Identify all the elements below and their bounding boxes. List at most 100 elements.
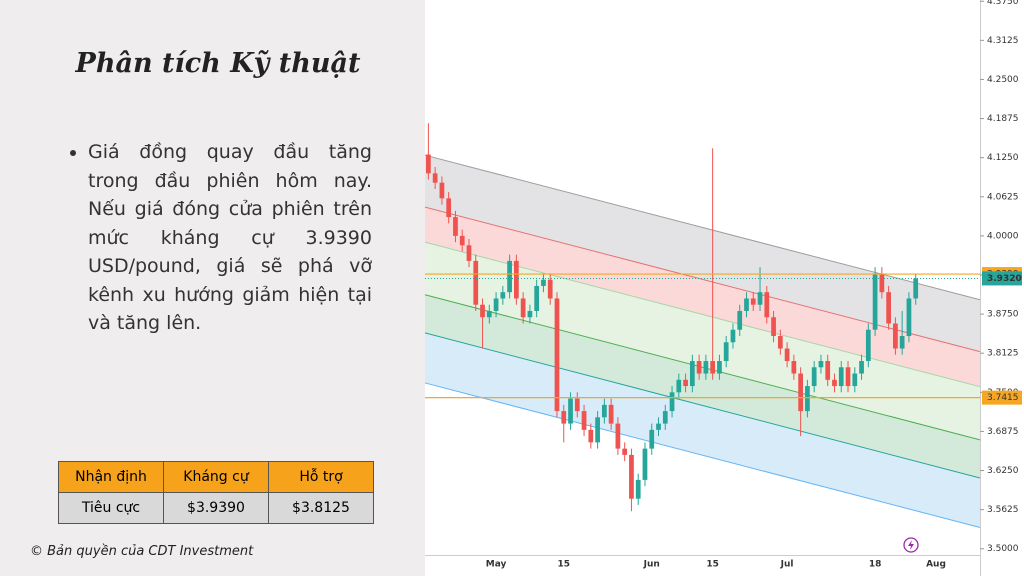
channel-line bbox=[424, 206, 981, 353]
candle-body bbox=[777, 336, 783, 349]
candle-body bbox=[534, 285, 540, 311]
level-tag bbox=[982, 390, 1022, 405]
candle-body bbox=[615, 423, 621, 449]
channel-line bbox=[424, 154, 981, 301]
candle-body bbox=[784, 348, 790, 362]
candle-body bbox=[893, 323, 898, 349]
candle-body bbox=[669, 392, 675, 412]
candle-body bbox=[818, 361, 824, 368]
candle-body bbox=[865, 329, 871, 362]
candle-body bbox=[466, 245, 472, 261]
candle-body bbox=[899, 336, 905, 349]
candle-body bbox=[432, 173, 438, 183]
candle-body bbox=[764, 292, 770, 318]
candle-body bbox=[798, 373, 804, 412]
candle-body bbox=[561, 411, 567, 424]
x-tick-label: 18 bbox=[869, 560, 882, 570]
candle-body bbox=[737, 310, 743, 330]
candle-body bbox=[689, 361, 695, 387]
candle-body bbox=[649, 429, 655, 449]
x-tick-label: May bbox=[486, 560, 507, 570]
y-tick-label: 3.5000 bbox=[987, 544, 1019, 554]
candle-body bbox=[601, 404, 607, 418]
candle-body bbox=[486, 310, 492, 318]
table-header: Nhận định Kháng cự Hỗ trợ bbox=[58, 461, 374, 493]
channel-band bbox=[425, 207, 980, 387]
candle-body bbox=[581, 411, 587, 430]
candle-body bbox=[453, 217, 458, 236]
y-tick-label: 3.6875 bbox=[987, 427, 1019, 437]
candle-body bbox=[723, 342, 729, 362]
summary-table: Nhận định Kháng cự Hỗ trợ Tiêu cực $3.93… bbox=[58, 461, 374, 524]
last-price-label: 3.9320 bbox=[987, 274, 1022, 284]
candle-body bbox=[750, 298, 756, 305]
level-label: 3.7415 bbox=[987, 393, 1019, 403]
y-tick-label: 4.0000 bbox=[987, 231, 1019, 241]
candle-body bbox=[872, 273, 878, 330]
y-tick-label: 3.5625 bbox=[987, 505, 1019, 515]
y-tick-label: 3.6250 bbox=[987, 466, 1019, 476]
table-cell: $3.9390 bbox=[163, 492, 269, 524]
candle-body bbox=[838, 367, 844, 387]
x-tick-label: Jul bbox=[780, 560, 794, 570]
copyright: © Bản quyền của CDT Investment bbox=[30, 544, 254, 559]
candle-body bbox=[906, 298, 912, 337]
candle-body bbox=[703, 361, 709, 374]
candle-body bbox=[629, 454, 634, 499]
candle-body bbox=[825, 361, 831, 380]
candle-body bbox=[574, 398, 580, 412]
candle-body bbox=[514, 260, 519, 299]
candle-body bbox=[730, 329, 736, 343]
bullet-text: Giá đồng quay đầu tăng trong đầu phiên h… bbox=[88, 138, 372, 338]
candle-body bbox=[480, 304, 485, 318]
candle-body bbox=[554, 298, 560, 412]
y-tick-label: 3.8125 bbox=[987, 349, 1019, 359]
candle-body bbox=[446, 198, 452, 218]
candle-body bbox=[717, 361, 722, 374]
candle-body bbox=[608, 404, 614, 424]
candle-body bbox=[811, 367, 817, 387]
x-tick-label: Aug bbox=[926, 560, 946, 570]
candle-body bbox=[744, 298, 749, 311]
header-cell: Hỗ trợ bbox=[268, 461, 374, 493]
candle-body bbox=[527, 310, 533, 318]
table-row: Tiêu cực $3.9390 $3.8125 bbox=[58, 492, 374, 524]
candle-body bbox=[696, 361, 702, 374]
candle-body bbox=[852, 373, 858, 387]
candle-body bbox=[459, 235, 465, 246]
last-price-tag bbox=[982, 271, 1022, 286]
candle-body bbox=[473, 260, 479, 305]
y-tick-label: 4.3125 bbox=[987, 36, 1019, 46]
x-tick-label: Jun bbox=[643, 560, 660, 570]
candle-body bbox=[832, 379, 837, 387]
table-cell: $3.8125 bbox=[268, 492, 374, 524]
plot-area bbox=[424, 123, 981, 528]
y-tick-label: 4.2500 bbox=[987, 75, 1019, 85]
candle-body bbox=[426, 154, 431, 174]
text-panel: Phân tích Kỹ thuật Giá đồng quay đầu tăn… bbox=[0, 0, 425, 576]
x-tick-label: 15 bbox=[557, 560, 570, 570]
y-tick-label: 4.1250 bbox=[987, 153, 1019, 163]
channel-line bbox=[424, 332, 981, 479]
channel-band bbox=[425, 294, 980, 479]
candle-body bbox=[757, 292, 763, 305]
candle-body bbox=[879, 273, 885, 293]
candle-body bbox=[662, 411, 668, 424]
candle-body bbox=[622, 448, 628, 455]
table-cell: Tiêu cực bbox=[58, 492, 164, 524]
candle-body bbox=[595, 417, 600, 443]
channel-line bbox=[424, 294, 981, 441]
y-tick-label: 4.1875 bbox=[987, 114, 1019, 124]
candle-body bbox=[913, 278, 919, 299]
candle-body bbox=[568, 398, 573, 424]
x-tick-label: 15 bbox=[706, 560, 719, 570]
y-tick-label: 3.8750 bbox=[987, 310, 1019, 320]
candle-body bbox=[859, 361, 864, 374]
slide-title: Phân tích Kỹ thuật bbox=[75, 48, 361, 79]
candle-body bbox=[635, 479, 641, 499]
candle-body bbox=[683, 379, 688, 387]
candle-body bbox=[547, 279, 553, 299]
event-icon bbox=[903, 537, 919, 553]
